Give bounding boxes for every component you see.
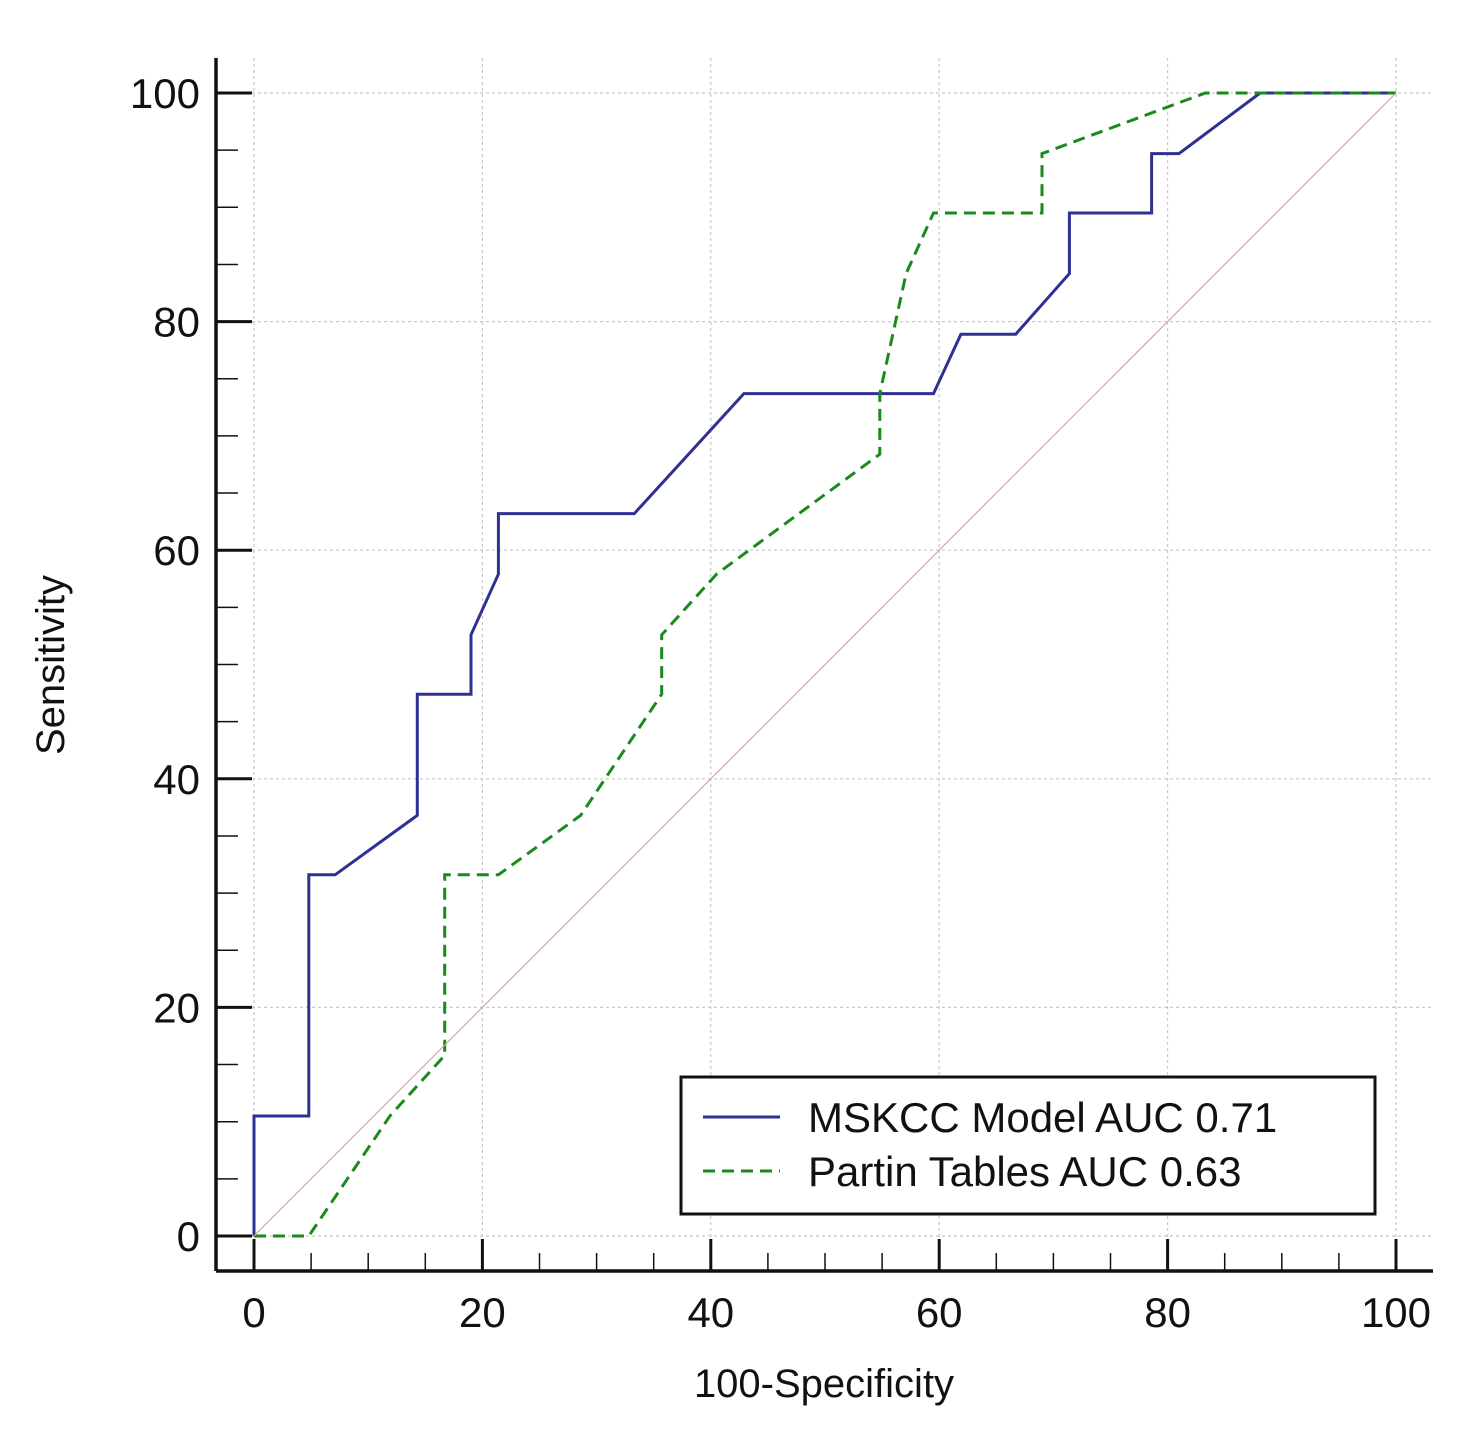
x-axis-label: 100-Specificity bbox=[694, 1362, 954, 1406]
series-lines bbox=[252, 91, 1397, 1238]
x-tick-label: 0 bbox=[242, 1289, 265, 1336]
legend-label-partin: Partin Tables AUC 0.63 bbox=[808, 1148, 1241, 1195]
y-axis-label: Sensitivity bbox=[29, 575, 73, 755]
legend: MSKCC Model AUC 0.71 Partin Tables AUC 0… bbox=[679, 1075, 1377, 1216]
reference-diagonal-line bbox=[253, 92, 1397, 1237]
y-tick-label: 0 bbox=[177, 1213, 200, 1260]
y-tick-label: 100 bbox=[130, 70, 200, 117]
series-line-partin bbox=[254, 91, 1396, 1238]
legend-box bbox=[679, 1075, 1377, 1216]
series-line-mskcc bbox=[252, 91, 1396, 1236]
tick-labels: 0 20 40 60 80 100 0 20 40 60 80 100 bbox=[130, 70, 1431, 1336]
y-tick-label: 60 bbox=[153, 527, 200, 574]
x-tick-label: 80 bbox=[1144, 1289, 1191, 1336]
x-tick-label: 100 bbox=[1361, 1289, 1431, 1336]
x-tick-label: 40 bbox=[687, 1289, 734, 1336]
ticks bbox=[216, 91, 1398, 1271]
y-tick-label: 20 bbox=[153, 984, 200, 1031]
y-tick-label: 80 bbox=[153, 299, 200, 346]
y-tick-label: 40 bbox=[153, 756, 200, 803]
legend-label-mskcc: MSKCC Model AUC 0.71 bbox=[808, 1094, 1277, 1141]
x-tick-label: 60 bbox=[916, 1289, 963, 1336]
x-tick-label: 20 bbox=[459, 1289, 506, 1336]
grid-lines bbox=[216, 58, 1433, 1271]
